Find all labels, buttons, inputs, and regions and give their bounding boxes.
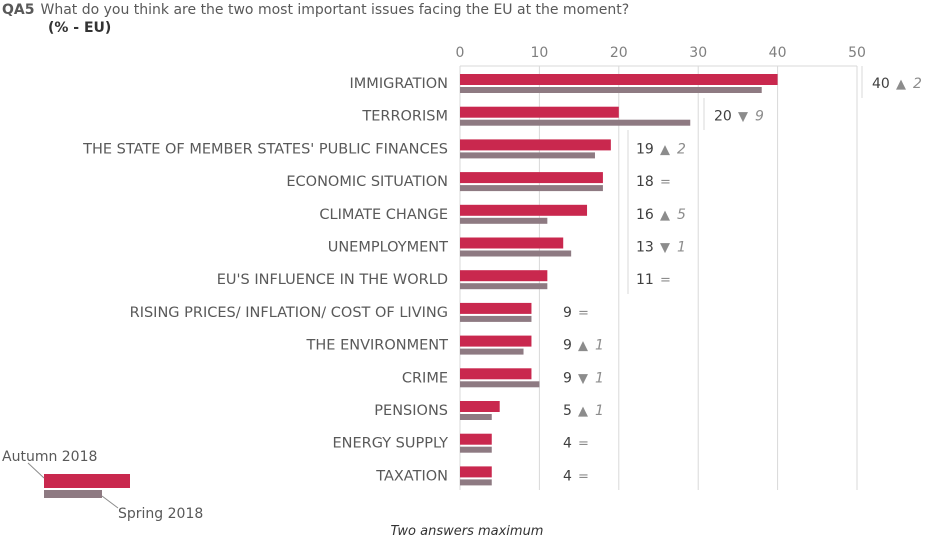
change-symbol: =: [578, 306, 589, 321]
change-symbol: ▲: [896, 77, 906, 92]
bar-spring-2018: [460, 87, 762, 93]
bar-autumn-2018: [460, 237, 564, 249]
data-label: 13: [636, 240, 654, 256]
category-label: CRIME: [402, 370, 448, 386]
data-label: 4: [563, 436, 572, 452]
bar-autumn-2018: [460, 204, 588, 216]
change-value: 1: [595, 370, 604, 386]
x-tick-label: 20: [610, 45, 628, 61]
category-label: THE STATE OF MEMBER STATES' PUBLIC FINAN…: [82, 141, 448, 157]
bar-spring-2018: [460, 446, 492, 453]
category-label: TAXATION: [375, 468, 448, 484]
x-tick-label: 0: [456, 45, 465, 61]
x-tick-label: 30: [689, 45, 707, 61]
bar-spring-2018: [460, 315, 532, 322]
change-symbol: ▲: [660, 208, 670, 223]
category-label: ENERGY SUPPLY: [332, 436, 448, 452]
bar-autumn-2018: [460, 302, 532, 314]
legend-swatch-autumn: [44, 474, 130, 488]
bar-autumn-2018: [460, 139, 611, 151]
data-label: 16: [636, 207, 654, 223]
data-label: 9: [563, 305, 572, 321]
bar-spring-2018: [460, 479, 492, 486]
x-tick-label: 50: [848, 45, 866, 61]
bar-spring-2018: [460, 217, 548, 224]
change-value: 1: [677, 240, 686, 256]
change-symbol: ▲: [660, 142, 670, 157]
change-value: 1: [595, 403, 604, 419]
change-symbol: =: [660, 273, 671, 288]
data-label: 5: [563, 403, 572, 419]
bar-autumn-2018: [460, 433, 492, 445]
bar-spring-2018: [460, 348, 524, 355]
chart-subtitle: (% - EU): [48, 20, 112, 36]
change-symbol: =: [578, 437, 589, 452]
change-symbol: ▼: [738, 110, 748, 125]
category-label: CLIMATE CHANGE: [319, 207, 448, 223]
data-label: 18: [636, 174, 654, 190]
category-label: EU'S INFLUENCE IN THE WORLD: [217, 272, 448, 288]
change-symbol: ▼: [660, 241, 670, 256]
data-label: 4: [563, 468, 572, 484]
x-tick-label: 40: [769, 45, 787, 61]
legend-swatch-spring: [44, 490, 102, 498]
data-label: 19: [636, 141, 654, 157]
category-label: ECONOMIC SITUATION: [286, 174, 448, 190]
data-label: 11: [636, 272, 654, 288]
change-value: 9: [755, 109, 764, 125]
bar-autumn-2018: [460, 401, 500, 412]
bar-autumn-2018: [460, 106, 619, 118]
bar-spring-2018: [460, 250, 572, 257]
question-title: What do you think are the two most impor…: [40, 2, 630, 18]
change-symbol: ▲: [578, 339, 588, 354]
legend-label-spring: Spring 2018: [118, 506, 203, 522]
bar-spring-2018: [460, 283, 548, 290]
bar-spring-2018: [460, 381, 540, 388]
category-label: PENSIONS: [374, 403, 448, 419]
bar-autumn-2018: [460, 335, 532, 347]
bar-autumn-2018: [460, 368, 532, 380]
category-label: THE ENVIRONMENT: [306, 338, 449, 354]
legend-leader: [101, 495, 119, 509]
change-symbol: =: [578, 469, 589, 484]
legend-leader: [27, 462, 45, 479]
change-symbol: ▲: [578, 404, 588, 419]
change-symbol: ▼: [578, 371, 588, 386]
bar-autumn-2018: [460, 74, 778, 85]
data-label: 9: [563, 370, 572, 386]
bar-autumn-2018: [460, 466, 492, 478]
bar-spring-2018: [460, 414, 492, 420]
change-value: 2: [913, 76, 922, 92]
category-label: TERRORISM: [361, 109, 448, 125]
bar-autumn-2018: [460, 172, 603, 184]
change-value: 2: [677, 141, 686, 157]
data-label: 40: [872, 76, 890, 92]
question-code: QA5: [2, 2, 35, 18]
bar-autumn-2018: [460, 270, 548, 282]
change-symbol: =: [660, 175, 671, 190]
change-value: 5: [677, 207, 686, 223]
bar-spring-2018: [460, 119, 691, 126]
category-label: IMMIGRATION: [350, 76, 448, 92]
data-label: 20: [714, 109, 732, 125]
bar-spring-2018: [460, 152, 595, 159]
change-value: 1: [595, 338, 604, 354]
bar-spring-2018: [460, 185, 603, 192]
legend-label-autumn: Autumn 2018: [2, 449, 97, 465]
footnote: Two answers maximum: [390, 524, 544, 539]
chart-header: QA5 What do you think are the two most im…: [2, 0, 629, 20]
data-label: 9: [563, 338, 572, 354]
x-tick-label: 10: [530, 45, 548, 61]
category-label: UNEMPLOYMENT: [328, 240, 448, 256]
category-label: RISING PRICES/ INFLATION/ COST OF LIVING: [130, 305, 448, 321]
